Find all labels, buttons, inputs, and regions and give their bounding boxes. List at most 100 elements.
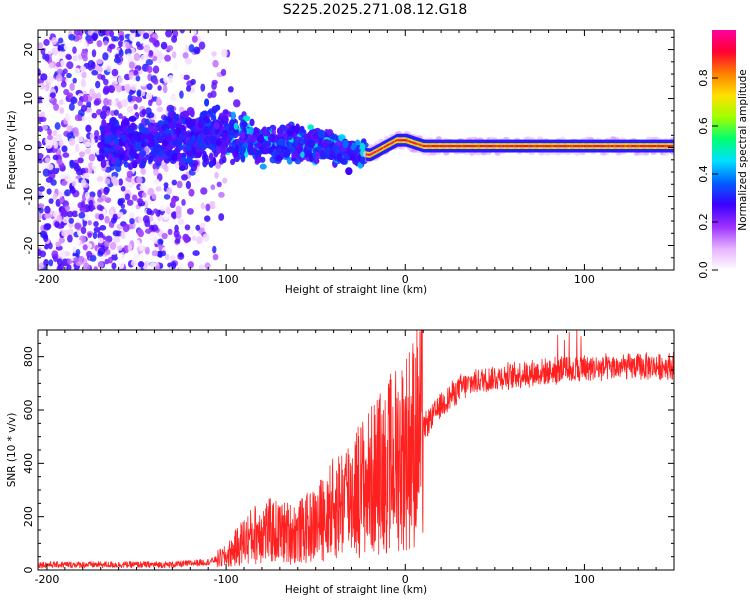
- spectrogram-signal-point: [148, 112, 155, 119]
- spectrogram-noise-point: [78, 30, 84, 36]
- spectrogram-noise-point: [113, 109, 119, 116]
- spectrogram-noise-point: [52, 255, 59, 263]
- spectrogram-signal-point: [164, 128, 170, 135]
- spectrogram-noise-point: [95, 64, 100, 72]
- spectrogram-noise-point: [58, 191, 63, 198]
- spectrogram-signal-point: [168, 121, 175, 129]
- spectrogram-signal-point: [326, 129, 334, 136]
- spectrogram-noise-point: [43, 259, 49, 267]
- spectrogram-noise-point: [52, 192, 58, 200]
- spectrogram-noise-point: [179, 106, 185, 113]
- spectrogram-noise-point: [129, 33, 135, 42]
- spectrogram-noise-point: [80, 226, 87, 235]
- spectrogram-signal-point: [107, 153, 112, 160]
- spectrogram-noise-point: [147, 30, 154, 35]
- spectrogram-signal-point: [293, 139, 299, 147]
- spectrogram-noise-point: [87, 220, 92, 226]
- carrier-halo-point: [469, 151, 476, 156]
- spectrogram-noise-point: [66, 61, 74, 70]
- spectrogram-signal-point: [270, 150, 279, 157]
- spectrogram-xtick-label: 0: [402, 273, 409, 286]
- spectrogram-noise-point: [126, 105, 134, 113]
- snr-plot: -200 -100 0 100 0 200 400 600 800 Height of stra…: [6, 329, 675, 596]
- spectrogram-signal-point: [342, 139, 349, 149]
- spectrogram-signal-point: [215, 145, 221, 155]
- spectrogram-noise-point: [66, 125, 74, 132]
- spectrogram-noise-point: [183, 235, 190, 244]
- spectrogram-noise-point: [72, 238, 81, 246]
- spectrogram-noise-point: [66, 72, 72, 79]
- spectrogram-signal-point: [220, 153, 226, 161]
- spectrogram-noise-point: [118, 40, 124, 48]
- spectrogram-noise-point: [110, 110, 116, 116]
- spectrogram-noise-point: [210, 184, 216, 191]
- spectrogram-noise-point: [71, 210, 79, 218]
- spectrogram-noise-point: [39, 250, 47, 258]
- carrier-halo-point: [645, 136, 652, 141]
- spectrogram-noise-point: [91, 32, 99, 41]
- spectrogram-noise-point: [184, 44, 190, 53]
- spectrogram-noise-point: [112, 213, 118, 222]
- spectrogram-noise-point: [60, 207, 67, 216]
- spectrogram-noise-point: [59, 196, 65, 204]
- spectrogram-signal-point: [232, 99, 241, 108]
- spectrogram-noise-point: [103, 97, 109, 106]
- spectrogram-noise-point: [222, 177, 228, 184]
- spectrogram-noise-point: [212, 59, 219, 68]
- spectrogram-noise-point: [171, 35, 178, 43]
- spectrogram-noise-point: [143, 44, 151, 53]
- spectrogram-signal-point: [220, 142, 228, 149]
- spectrogram-noise-point: [208, 201, 217, 210]
- spectrogram-signal-point: [299, 125, 305, 134]
- spectrogram-noise-point: [51, 136, 58, 143]
- spectrogram-noise-point: [175, 205, 182, 214]
- spectrogram-noise-point: [54, 221, 60, 228]
- spectrogram-noise-point: [140, 90, 146, 97]
- spectrogram-noise-point: [140, 79, 147, 87]
- spectrogram-noise-point: [109, 30, 115, 38]
- spectrogram-noise-point: [104, 215, 110, 224]
- spectrogram-noise-point: [161, 232, 168, 240]
- spectrogram-signal-point: [101, 119, 107, 127]
- spectrogram-noise-point: [133, 69, 139, 76]
- spectrogram-noise-point: [86, 100, 92, 109]
- spectrogram-noise-point: [67, 234, 73, 243]
- spectrogram-noise-point: [211, 51, 217, 57]
- spectrogram-signal-point: [286, 129, 295, 137]
- spectrogram-signal-point: [121, 126, 128, 133]
- spectrogram-noise-point: [117, 262, 125, 270]
- spectrogram-signal-point: [214, 104, 221, 111]
- spectrogram-noise-point: [93, 168, 100, 176]
- spectrogram-noise-point: [120, 99, 129, 108]
- spectrogram-signal-point: [175, 127, 181, 136]
- spectrogram-noise-point: [65, 53, 72, 60]
- spectrogram-noise-point: [118, 178, 124, 186]
- spectrogram-noise-point: [58, 139, 64, 147]
- spectrogram-signal-point: [101, 159, 106, 168]
- spectrogram-signal-point: [196, 134, 204, 143]
- spectrogram-noise-point: [69, 82, 75, 91]
- colorbar-tick-label: 0.2: [697, 213, 710, 231]
- spectrogram-noise-point: [80, 50, 88, 58]
- spectrogram-signal-point: [181, 110, 190, 119]
- spectrogram-noise-point: [89, 255, 97, 262]
- spectrogram-noise-point: [125, 84, 131, 94]
- spectrogram-noise-point: [102, 52, 109, 61]
- spectrogram-noise-point: [103, 85, 111, 94]
- spectrogram-noise-point: [163, 193, 171, 200]
- spectrogram-noise-point: [130, 83, 138, 91]
- spectrogram-signal-point: [213, 121, 220, 130]
- spectrogram-noise-point: [136, 198, 144, 204]
- spectrogram-xtick-label: -100: [214, 273, 239, 286]
- spectrogram-noise-point: [80, 120, 88, 127]
- spectrogram-noise-point: [192, 235, 197, 241]
- spectrogram-noise-point: [187, 261, 194, 269]
- spectrogram-signal-point: [349, 153, 356, 161]
- spectrogram-noise-point: [46, 163, 54, 171]
- spectrogram-noise-point: [145, 92, 153, 101]
- colorbar-tick-label: 0.4: [697, 165, 710, 183]
- spectrogram-noise-point: [41, 97, 48, 104]
- spectrogram-noise-point: [44, 157, 51, 164]
- spectrogram-xtick-label: 100: [574, 273, 595, 286]
